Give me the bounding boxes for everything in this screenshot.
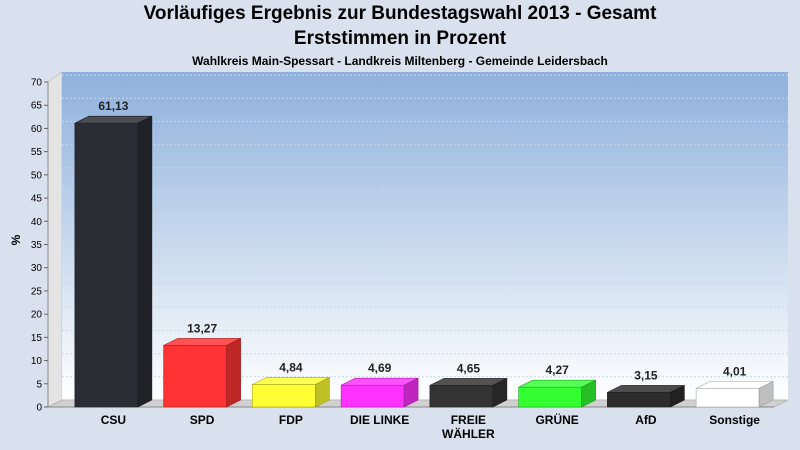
category-label: DIE LINKE — [350, 413, 409, 427]
category-label: CSU — [101, 413, 126, 427]
y-tick-label: 5 — [36, 379, 42, 390]
bar-sonstige — [695, 380, 774, 408]
y-axis-label: % — [9, 234, 23, 245]
bar-side — [492, 377, 508, 408]
category-label: AfD — [635, 413, 657, 427]
category-label: SPD — [190, 413, 215, 427]
chart-title-line2: Erststimmen in Prozent — [293, 28, 507, 49]
bar-side — [137, 115, 153, 408]
y-tick-label: 55 — [31, 147, 43, 158]
y-tick-label: 45 — [31, 194, 43, 205]
y-tick-label: 10 — [31, 356, 43, 367]
y-tick-label: 25 — [31, 286, 43, 297]
bar-side — [670, 384, 685, 408]
bar-front — [163, 345, 227, 408]
y-tick-label: 30 — [31, 263, 43, 274]
chart-subtitle: Wahlkreis Main-Spessart - Landkreis Milt… — [192, 54, 608, 68]
bar-side — [403, 377, 419, 408]
value-label: 13,27 — [187, 321, 217, 335]
bar-front — [607, 392, 671, 408]
bar-front — [429, 385, 494, 408]
y-tick-label: 65 — [31, 101, 43, 112]
y-tick-label: 35 — [31, 240, 43, 251]
category-label: FDP — [279, 413, 303, 427]
bar-csu — [74, 115, 153, 408]
bar-front — [695, 388, 760, 408]
value-label: 4,69 — [368, 361, 392, 375]
bar-spd — [163, 337, 241, 408]
bar-side — [315, 377, 330, 408]
y-tick-label: 40 — [31, 217, 43, 228]
plot-side-wall — [47, 71, 63, 408]
bar-front — [74, 122, 139, 408]
value-label: 4,65 — [457, 361, 481, 375]
value-label: 4,84 — [279, 361, 303, 375]
y-tick-label: 70 — [31, 78, 43, 89]
bar-front — [340, 384, 405, 408]
bar-die-linke — [340, 377, 419, 408]
bar-fdp — [252, 377, 330, 408]
bar-freie-w-hler — [429, 377, 508, 408]
y-tick-label: 0 — [36, 403, 42, 414]
y-tick-label: 20 — [31, 310, 43, 321]
bar-side — [581, 379, 596, 408]
chart-title: Vorläufiges Ergebnis zur Bundestagswahl … — [143, 3, 657, 24]
bar-front — [252, 384, 316, 408]
y-tick-label: 60 — [31, 124, 43, 135]
y-tick-label: 15 — [31, 333, 43, 344]
bar-front — [518, 386, 582, 408]
bar-gr-ne — [518, 379, 596, 408]
value-label: 4,01 — [723, 364, 747, 378]
value-label: 4,27 — [545, 363, 569, 377]
bar-afd — [607, 384, 685, 408]
y-tick-label: 50 — [31, 170, 43, 181]
bar-side — [758, 380, 774, 408]
bar-side — [226, 337, 241, 408]
value-label: 3,15 — [634, 368, 658, 382]
category-label: GRÜNE — [535, 412, 578, 427]
value-label: 61,13 — [98, 99, 128, 113]
category-label: FREIE WÄHLER — [442, 413, 495, 441]
category-label: Sonstige — [709, 413, 760, 427]
